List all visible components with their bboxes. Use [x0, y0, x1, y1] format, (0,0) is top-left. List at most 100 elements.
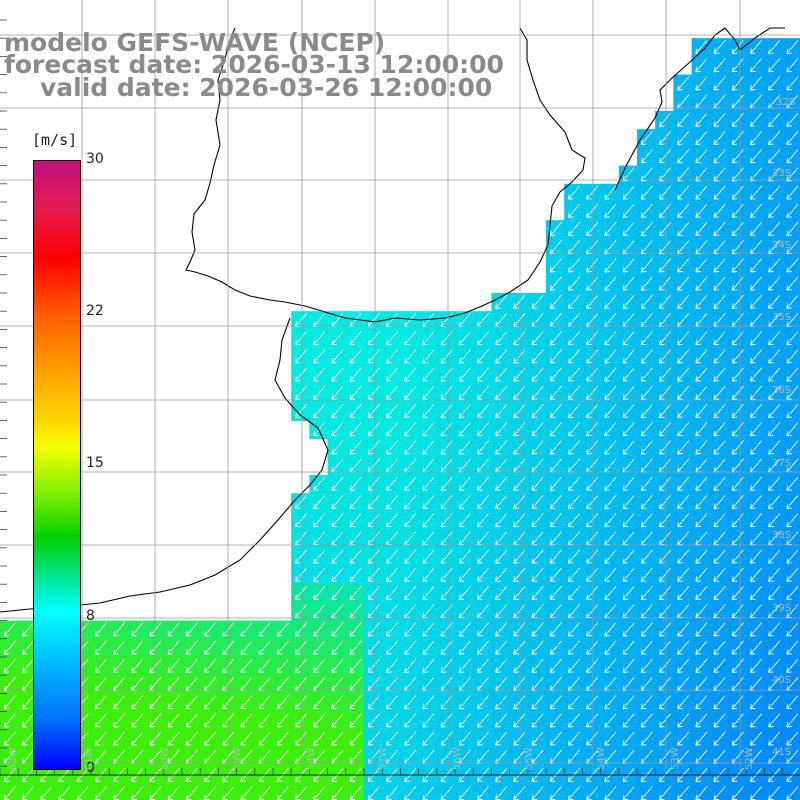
wind-arrow — [622, 349, 635, 364]
wind-arrow — [404, 586, 417, 601]
colorbar-tick-22: 22 — [86, 303, 104, 319]
wind-speed-cell — [236, 784, 256, 800]
wind-arrow — [768, 549, 781, 564]
wind-arrow — [677, 513, 690, 528]
wind-arrow — [422, 622, 435, 637]
wind-speed-cell — [764, 784, 784, 800]
wind-arrow — [786, 476, 799, 491]
wind-arrow — [604, 622, 617, 637]
wind-arrow — [713, 349, 726, 364]
wind-arrow — [677, 622, 690, 637]
wind-arrow — [367, 640, 380, 655]
wind-arrow — [240, 695, 253, 710]
wind-arrow — [731, 112, 744, 127]
wind-arrow — [677, 185, 690, 200]
wind-arrow — [440, 476, 453, 491]
wind-arrow — [604, 731, 617, 746]
wind-arrow — [404, 422, 417, 437]
wind-arrow — [658, 495, 671, 510]
wind-arrow — [768, 476, 781, 491]
wind-arrow — [731, 495, 744, 510]
wind-arrow — [422, 385, 435, 400]
lat-label: 40S — [772, 675, 792, 686]
wind-arrow — [385, 567, 398, 582]
wind-arrow — [622, 495, 635, 510]
wind-arrow — [495, 549, 508, 564]
wind-arrow — [276, 658, 289, 673]
wind-arrow — [604, 495, 617, 510]
wind-arrow — [167, 731, 180, 746]
wind-arrow — [313, 640, 326, 655]
wind-arrow — [185, 695, 198, 710]
wind-speed-cell — [637, 784, 656, 800]
wind-arrow — [604, 185, 617, 200]
wind-arrow — [112, 695, 125, 710]
wind-arrow — [677, 440, 690, 455]
wind-arrow — [458, 331, 471, 346]
wind-arrow — [495, 294, 508, 309]
wind-arrow — [203, 731, 216, 746]
wind-arrow — [786, 367, 799, 382]
wind-arrow — [786, 422, 799, 437]
wind-arrow — [513, 367, 526, 382]
wind-arrow — [404, 476, 417, 491]
wind-arrow — [640, 440, 653, 455]
wind-arrow — [422, 549, 435, 564]
wind-arrow — [658, 112, 671, 127]
wind-arrow — [476, 713, 489, 728]
wind-arrow — [331, 549, 344, 564]
wind-arrow — [422, 567, 435, 582]
wind-arrow — [294, 349, 307, 364]
wind-arrow — [695, 203, 708, 218]
wind-speed-cell — [254, 784, 274, 800]
wind-arrow — [203, 695, 216, 710]
wind-arrow — [749, 622, 762, 637]
wind-arrow — [586, 731, 599, 746]
wind-arrow — [404, 440, 417, 455]
wind-arrow — [786, 640, 799, 655]
wind-arrow — [677, 203, 690, 218]
wind-arrow — [331, 422, 344, 437]
wind-arrow — [331, 713, 344, 728]
wind-arrow — [3, 622, 16, 637]
wind-arrow — [786, 58, 799, 73]
coastline-east — [614, 27, 785, 191]
wind-arrow — [586, 549, 599, 564]
wind-arrow — [586, 495, 599, 510]
wind-arrow — [385, 549, 398, 564]
lon-label: 62W — [8, 747, 19, 770]
wind-arrow — [567, 367, 580, 382]
wind-arrow — [422, 731, 435, 746]
wind-arrow — [349, 513, 362, 528]
wind-arrow — [731, 258, 744, 273]
wind-arrow — [713, 695, 726, 710]
wind-arrow — [567, 440, 580, 455]
wind-arrow — [604, 385, 617, 400]
wind-arrow — [658, 440, 671, 455]
wind-arrow — [331, 586, 344, 601]
wind-arrow — [586, 367, 599, 382]
wind-arrow — [331, 622, 344, 637]
wind-arrow — [404, 658, 417, 673]
wind-arrow — [94, 695, 107, 710]
wind-arrow — [440, 640, 453, 655]
wind-arrow — [422, 367, 435, 382]
wind-arrow — [658, 549, 671, 564]
wind-arrow — [458, 476, 471, 491]
wind-arrow — [567, 586, 580, 601]
wind-arrow — [695, 731, 708, 746]
wind-arrow — [768, 203, 781, 218]
wind-arrow — [240, 640, 253, 655]
wind-arrow — [185, 713, 198, 728]
wind-arrow — [495, 404, 508, 419]
wind-arrow — [313, 567, 326, 582]
colorbar-unit-label: [m/s] — [32, 131, 78, 149]
wind-arrow — [495, 731, 508, 746]
wind-arrow — [604, 258, 617, 273]
wind-arrow — [677, 76, 690, 91]
lon-label: 52W — [744, 747, 755, 770]
wind-arrow — [677, 567, 690, 582]
wind-arrow — [604, 476, 617, 491]
wind-arrow — [749, 112, 762, 127]
wind-arrow — [185, 658, 198, 673]
